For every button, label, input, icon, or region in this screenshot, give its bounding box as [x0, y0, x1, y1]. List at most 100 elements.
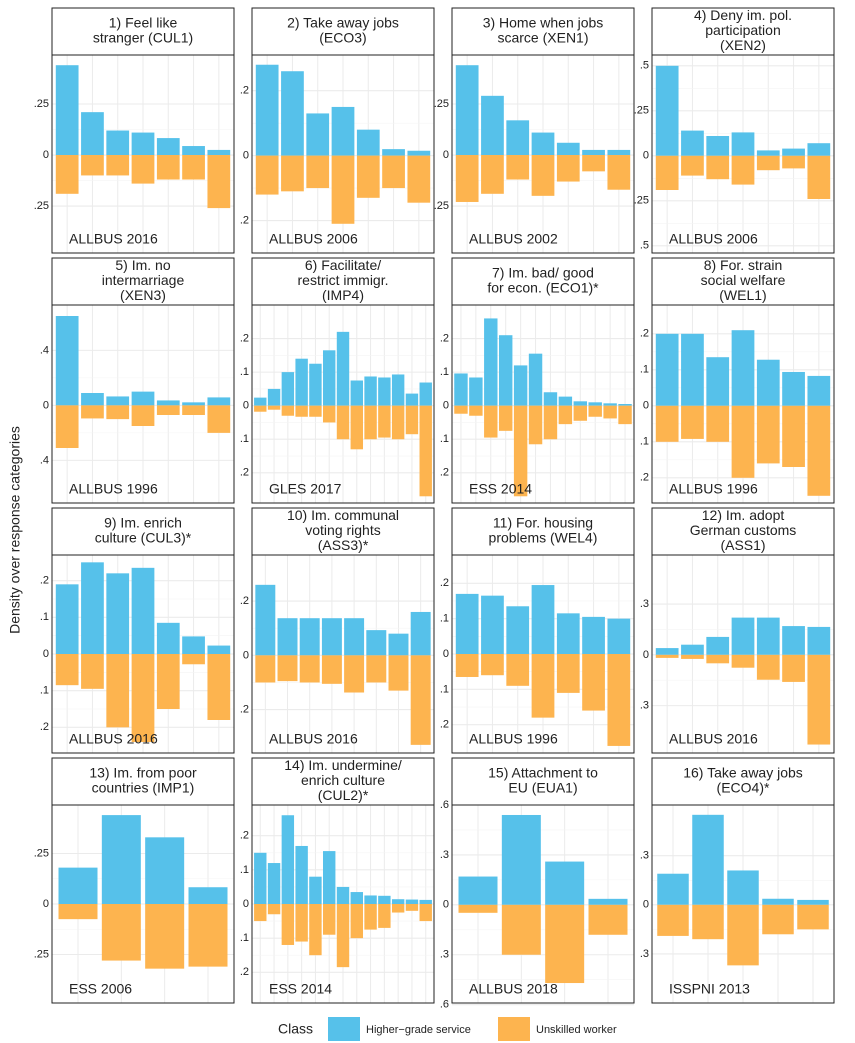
bar — [321, 618, 342, 656]
bar — [782, 626, 805, 655]
bar — [501, 904, 541, 955]
annotation: ESS 2014 — [269, 981, 332, 997]
strip — [651, 757, 835, 806]
bar — [81, 405, 104, 419]
bar — [407, 155, 431, 203]
y-tick-label: .2 — [240, 595, 249, 607]
annotation: ESS 2014 — [469, 481, 532, 497]
bar — [681, 130, 704, 156]
bar — [782, 371, 805, 406]
bar — [350, 380, 363, 406]
y-tick-label: .2 — [240, 332, 249, 344]
panel-title: (XEN3) — [120, 287, 166, 303]
strip — [451, 507, 635, 556]
bar — [603, 405, 617, 419]
bar — [731, 330, 755, 406]
bar — [388, 633, 409, 656]
panel-title: countries (IMP1) — [92, 780, 195, 796]
panel-title: intermarriage — [102, 272, 185, 288]
bar — [106, 654, 130, 728]
bar — [58, 904, 98, 920]
panel-title: 6) Facilitate/ — [305, 257, 381, 273]
bar — [405, 393, 419, 406]
panel-title: culture (CUL3)* — [95, 530, 192, 546]
strip — [251, 257, 435, 306]
bar — [655, 405, 679, 442]
annotation: ALLBUS 2018 — [469, 981, 558, 997]
bar — [531, 585, 555, 654]
annotation: ESS 2006 — [69, 981, 132, 997]
panel-title: 5) Im. no — [115, 257, 170, 273]
bar — [309, 363, 322, 406]
strip — [251, 507, 435, 556]
panel-title: 3) Home when jobs — [483, 15, 604, 31]
bar — [706, 654, 730, 664]
bar — [378, 895, 391, 904]
bar — [531, 654, 555, 718]
bar — [207, 397, 231, 406]
y-tick-label: 0 — [43, 898, 49, 910]
bar — [655, 65, 679, 156]
annotation: ALLBUS 2016 — [69, 731, 158, 747]
bar — [762, 898, 794, 905]
bar — [454, 405, 468, 414]
bar — [106, 405, 130, 420]
bar — [756, 617, 780, 655]
bar — [309, 876, 322, 904]
bar — [156, 138, 180, 156]
y-tick-label: .2 — [440, 719, 449, 731]
annotation: ALLBUS 2006 — [669, 231, 758, 247]
bar — [588, 405, 602, 417]
bar — [706, 636, 730, 655]
bar — [281, 372, 295, 406]
panel-border — [451, 54, 635, 254]
bar — [388, 655, 409, 691]
y-tick-label: .1 — [240, 433, 249, 445]
bar — [321, 655, 342, 684]
bar — [469, 377, 483, 406]
bar — [807, 626, 831, 655]
bar — [681, 333, 704, 406]
y-tick-label: 0 — [43, 648, 49, 660]
bar — [207, 645, 231, 654]
bar — [323, 350, 336, 406]
y-tick-label: .2 — [240, 704, 249, 716]
bar — [55, 584, 79, 654]
bar — [81, 155, 104, 176]
strip — [51, 7, 235, 56]
bar — [588, 898, 628, 905]
bar — [513, 405, 528, 497]
y-tick-label: .2 — [440, 467, 449, 479]
y-tick-label: .25 — [34, 847, 49, 859]
bar — [458, 876, 498, 905]
bar — [498, 405, 513, 431]
bar — [81, 654, 104, 689]
bar — [378, 904, 391, 928]
bar — [364, 895, 377, 904]
panel-title: (ASS1) — [720, 537, 765, 553]
bar — [295, 904, 308, 942]
bar — [182, 636, 205, 654]
panel-border — [651, 804, 835, 1004]
bar — [797, 899, 829, 905]
panel-title: EU (EUA1) — [508, 780, 577, 796]
y-tick-label: .2 — [240, 467, 249, 479]
bar — [458, 904, 498, 913]
panel-title: 11) For. housing — [493, 515, 593, 531]
bar — [55, 316, 79, 406]
bar — [607, 654, 631, 746]
y-tick-label: .2 — [240, 85, 249, 97]
bar — [255, 655, 276, 683]
y-tick-label: 0 — [43, 399, 49, 411]
bar — [655, 648, 679, 655]
bar — [545, 861, 585, 905]
bar — [807, 155, 831, 199]
bar — [756, 359, 780, 406]
bar — [81, 393, 104, 406]
bar — [706, 155, 730, 180]
bar — [131, 132, 155, 156]
bar — [378, 377, 391, 406]
bar — [506, 120, 530, 156]
